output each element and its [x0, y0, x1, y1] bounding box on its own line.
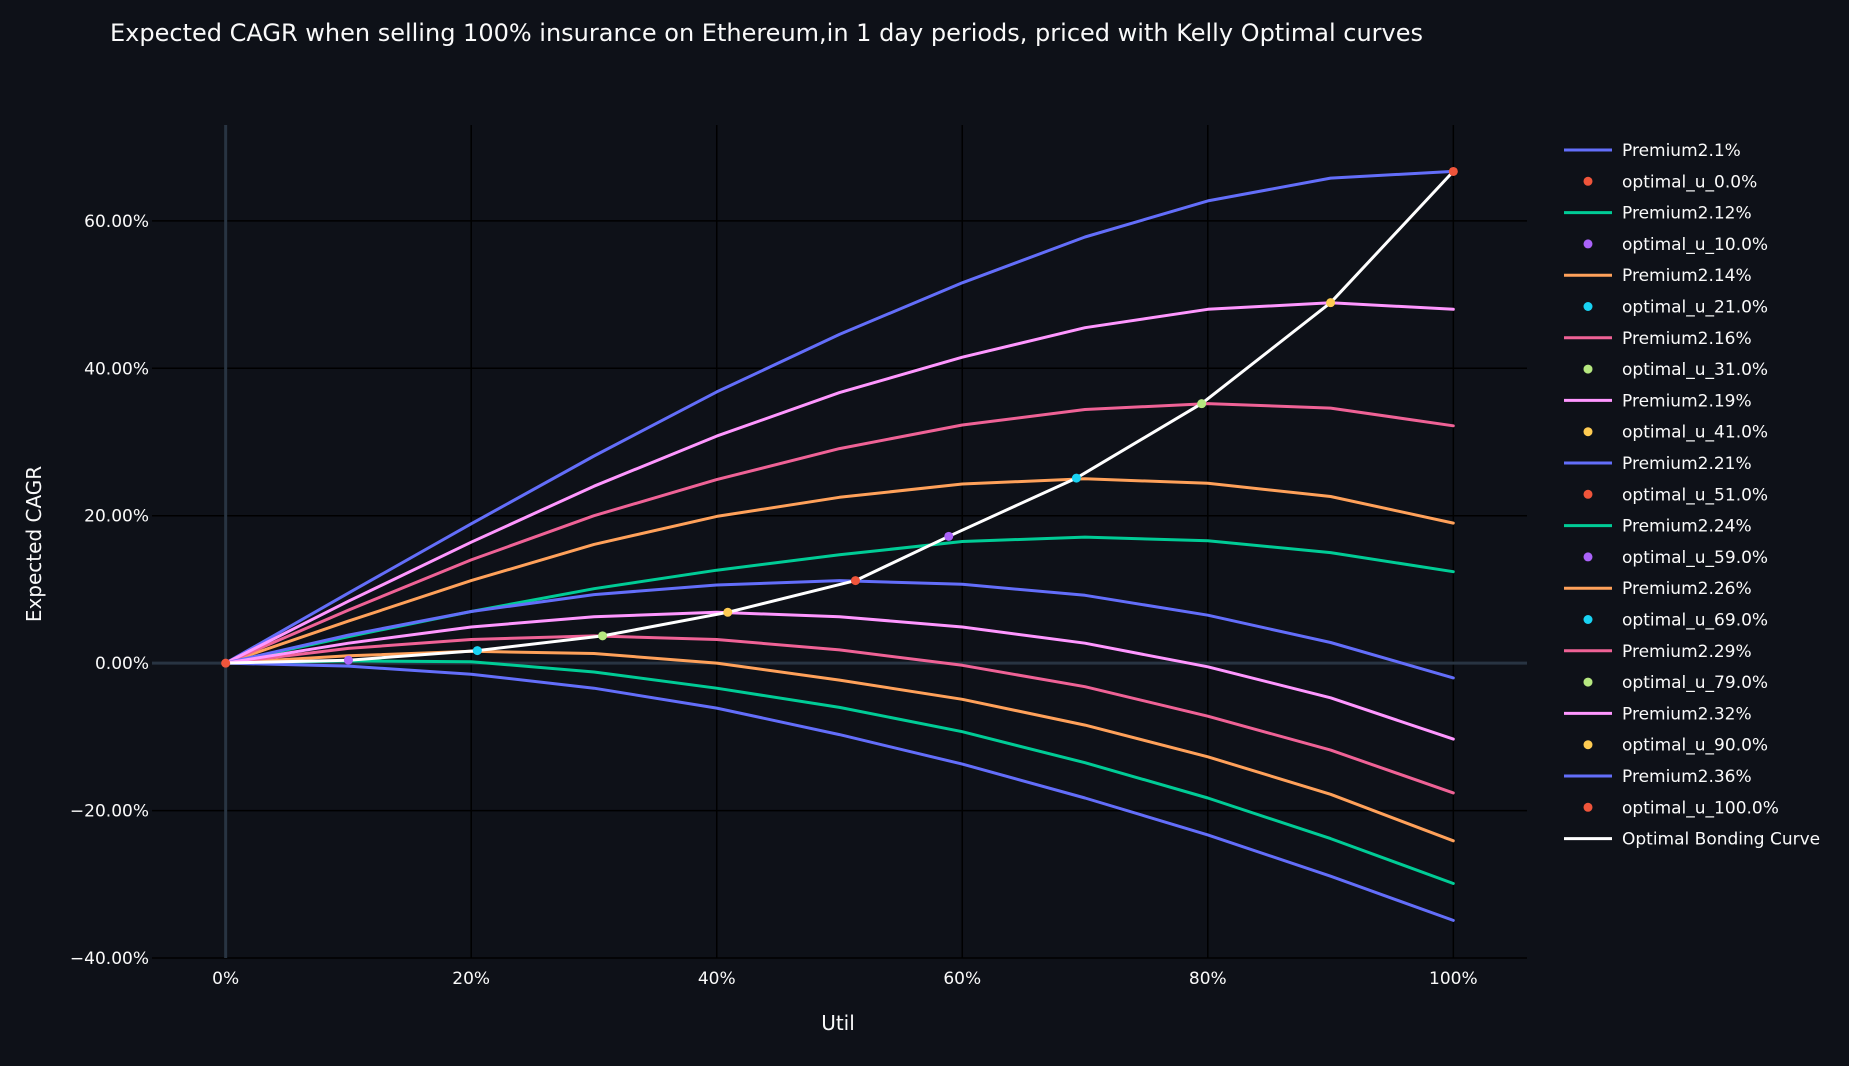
point-optimal-u-51-0: [850, 576, 860, 586]
series-line-premium2-24: [224, 659, 1455, 885]
point-optimal-u-69-0: [1071, 473, 1081, 483]
legend-label-optimal-u-100-0: optimal_u_100.0%: [1622, 798, 1779, 818]
legend-label-optimal-u-51-0: optimal_u_51.0%: [1622, 485, 1768, 505]
series-layer: [224, 169, 1455, 922]
point-optimal-u-10-0: [343, 655, 353, 665]
legend-swatch-optimal-u-79-0: [1583, 677, 1593, 687]
legend-label-premium2-24: Premium2.24%: [1622, 517, 1752, 537]
legend-swatch-optimal-u-51-0: [1583, 489, 1593, 499]
point-optimal-u-59-0: [944, 531, 954, 541]
legend-label-optimal-u-41-0: optimal_u_41.0%: [1622, 423, 1768, 443]
point-optimal-u-100-0: [1448, 166, 1458, 176]
y-tick-label: −20.00%: [70, 802, 149, 822]
series-line-premium2-21: [224, 579, 1455, 680]
legend-swatch-optimal-u-100-0: [1583, 802, 1593, 812]
series-line-premium2-32: [224, 610, 1455, 741]
legend-label-optimal-u-21-0: optimal_u_21.0%: [1622, 298, 1768, 318]
series-line-premium2-16: [224, 402, 1455, 665]
series-line-premium2-1: [224, 169, 1455, 665]
y-tick-label: −40.00%: [70, 949, 149, 969]
point-optimal-u-31-0: [598, 631, 608, 641]
legend-swatch-optimal-u-69-0: [1583, 615, 1593, 624]
series-line-premium2-36: [224, 661, 1455, 922]
y-tick-label: 20.00%: [84, 507, 149, 527]
legend-swatch-optimal-u-0-0: [1583, 176, 1593, 186]
x-axis-title: Util: [821, 1011, 855, 1035]
legend-swatch-optimal-u-31-0: [1583, 364, 1593, 374]
legend-label-premium2-16: Premium2.16%: [1622, 329, 1752, 349]
legend-label-premium2-14: Premium2.14%: [1622, 266, 1752, 286]
y-axis-title: Expected CAGR: [22, 466, 46, 622]
legend: Premium2.1% optimal_u_0.0% Premium2.12% opt…: [1564, 141, 1820, 850]
legend-label-premium2-26: Premium2.26%: [1622, 579, 1752, 599]
legend-label-optimal-u-79-0: optimal_u_79.0%: [1622, 673, 1768, 693]
y-tick-label: 60.00%: [84, 212, 149, 232]
axes: 0% 20% 40% 60% 80% 100% −40.00% −20.00% 0.00% 20.…: [70, 125, 1527, 989]
point-optimal-u-0-0: [221, 658, 231, 668]
point-optimal-u-41-0: [723, 607, 733, 617]
point-optimal-u-90-0: [1326, 298, 1336, 308]
legend-label-optimal-bonding-curve: Optimal Bonding Curve: [1622, 830, 1820, 850]
point-optimal-u-21-0: [472, 646, 482, 656]
series-line-premium2-19: [224, 301, 1455, 665]
legend-label-premium2-29: Premium2.29%: [1622, 642, 1752, 662]
legend-label-optimal-u-59-0: optimal_u_59.0%: [1622, 548, 1768, 568]
x-tick-label: 0%: [212, 969, 239, 989]
legend-swatch-optimal-u-90-0: [1583, 740, 1593, 750]
legend-label-premium2-36: Premium2.36%: [1622, 767, 1752, 787]
chart-title: Expected CAGR when selling 100% insuranc…: [110, 19, 1423, 47]
legend-swatch-optimal-u-21-0: [1583, 302, 1593, 311]
legend-label-premium2-19: Premium2.19%: [1622, 391, 1752, 411]
legend-label-premium2-12: Premium2.12%: [1622, 204, 1752, 224]
x-tick-label: 20%: [452, 969, 490, 989]
y-tick-label: 40.00%: [84, 359, 149, 379]
legend-label-premium2-1: Premium2.1%: [1622, 141, 1741, 161]
x-tick-label: 80%: [1189, 969, 1227, 989]
legend-label-premium2-21: Premium2.21%: [1622, 454, 1752, 474]
legend-swatch-optimal-u-59-0: [1583, 552, 1593, 562]
x-tick-label: 100%: [1429, 969, 1478, 989]
legend-swatch-optimal-u-10-0: [1583, 239, 1593, 249]
legend-swatch-optimal-u-41-0: [1583, 427, 1593, 437]
x-tick-label: 60%: [943, 969, 981, 989]
series-line-premium2-14: [224, 477, 1455, 665]
legend-label-premium2-32: Premium2.32%: [1622, 704, 1752, 724]
series-line-premium2-29: [224, 634, 1455, 795]
gridlines: [152, 125, 1527, 959]
legend-label-optimal-u-69-0: optimal_u_69.0%: [1622, 611, 1768, 631]
point-optimal-u-79-0: [1197, 399, 1207, 409]
legend-label-optimal-u-10-0: optimal_u_10.0%: [1622, 235, 1768, 255]
x-tick-label: 40%: [698, 969, 736, 989]
y-tick-label: 0.00%: [95, 654, 149, 674]
points-layer: [221, 166, 1458, 668]
legend-label-optimal-u-90-0: optimal_u_90.0%: [1622, 736, 1768, 756]
legend-label-optimal-u-0-0: optimal_u_0.0%: [1622, 172, 1757, 192]
legend-label-optimal-u-31-0: optimal_u_31.0%: [1622, 360, 1768, 380]
